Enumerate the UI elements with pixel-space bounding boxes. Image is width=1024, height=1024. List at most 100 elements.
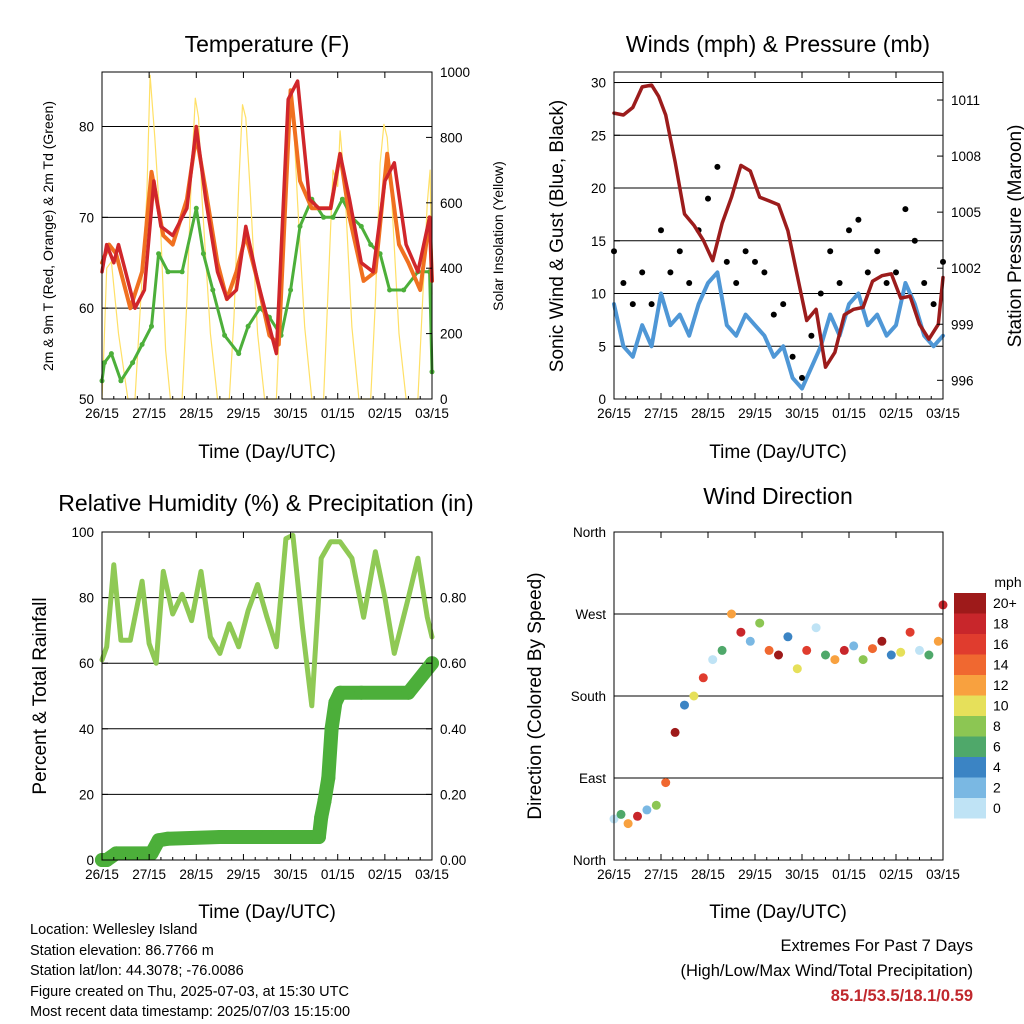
dewpoint-point [358,223,364,229]
right-tick-label: 200 [440,327,463,342]
x-tick-label: 27/15 [644,406,678,421]
colorbar-swatch [954,777,986,798]
colorbar-swatch [954,654,986,675]
gust-point [780,301,787,308]
direction-point [924,650,934,660]
precip-point [109,846,124,861]
direction-point [708,655,718,665]
dewpoint-point [130,360,136,366]
dewpoint-point [193,205,199,211]
dewpoint-point [149,323,154,329]
temperature-series [99,74,435,400]
gust-point [827,248,834,255]
x-tick-label: 03/15 [415,867,449,882]
direction-gridlines [614,613,943,779]
gust-point [620,280,627,286]
gust-point [911,237,918,244]
colorbar-unit: mph [994,574,1021,590]
y-tick-label: 70 [79,210,94,225]
gust-point [658,227,664,234]
y-tick-label: 60 [79,301,94,316]
precip-point [144,846,159,861]
dewpoint-point [387,287,393,293]
direction-point [915,645,924,655]
x-tick-label: 03/15 [415,406,449,421]
x-tick-label: 26/15 [597,406,631,421]
dewpoint-point [236,351,242,357]
precip-point [401,685,416,700]
humidity-y-label: Percent & Total Rainfall [30,597,51,794]
y-tick-label: North [573,525,606,540]
gust-point [686,280,693,286]
dewpoint-point [139,342,145,347]
colorbar-label: 12 [993,677,1009,693]
dewpoint-point [401,287,407,293]
precip-point [161,831,175,846]
direction-point [821,650,830,660]
direction-point [933,636,943,646]
colorbar-label: 20+ [993,595,1017,611]
direction-point [802,645,812,655]
y-tick-label: 5 [598,339,606,354]
humidity-x-label: Time (Day/UTC) [198,902,336,923]
x-tick-label: 29/15 [738,867,772,882]
direction-x-label: Time (Day/UTC) [709,902,847,923]
x-tick-label: 28/15 [691,406,725,421]
x-tick-label: 28/15 [179,406,213,421]
x-tick-label: 29/15 [738,406,772,421]
gust-point [864,269,871,276]
right-tick-label: 1005 [951,205,981,220]
colorbar-swatch [954,736,986,757]
pressure-line [612,83,945,369]
gust-point [705,195,711,202]
dewpoint-point [101,360,107,366]
direction-title: Wind Direction [703,483,853,509]
colorbar-swatch [954,757,986,778]
y-tick-label: 50 [79,392,94,407]
colorbar-label: 6 [993,739,1001,755]
direction-point [727,609,736,619]
wind-direction-panel: Wind Direction NorthEastSouthWestNorth26… [525,483,1022,923]
humidity-series [95,532,439,867]
direction-point [774,650,783,660]
x-tick-label: 28/15 [179,867,213,882]
direction-y-label: Direction (Colored By Speed) [525,572,546,819]
dewpoint-point [288,287,294,293]
dewpoint-point [339,196,345,202]
right-tick-label: 996 [951,373,974,388]
dewpoint-point [118,378,124,384]
colorbar-swatch [954,798,986,819]
extremes-box: Extremes For Past 7 Days (High/Low/Max W… [680,934,973,1009]
y-tick-label: North [573,853,606,868]
y-tick-label: 30 [591,76,606,91]
temperature-title: Temperature (F) [185,31,350,57]
x-tick-label: 02/15 [368,406,402,421]
temperature-panel: Temperature (F) 506070800200400600800100… [40,31,506,463]
recent-timestamp: Most recent data timestamp: 2025/07/03 1… [30,1004,351,1020]
direction-point [905,627,915,637]
x-tick-label: 03/15 [926,867,960,882]
y-tick-label: 0 [86,853,94,868]
x-tick-label: 27/15 [132,406,166,421]
extremes-subtitle: (High/Low/Max Wind/Total Precipitation) [680,962,973,980]
winds-title: Winds (mph) & Pressure (mb) [626,31,930,57]
y-tick-label: 20 [79,787,94,802]
direction-point [764,645,774,655]
gust-point [883,280,890,286]
gust-point [808,332,815,339]
dewpoint-point [245,323,251,329]
x-tick-label: 27/15 [644,867,678,882]
x-tick-label: 30/15 [785,867,819,882]
colorbar-swatch [954,716,986,737]
colorbar-label: 4 [993,759,1001,775]
right-tick-label: 1008 [951,149,981,164]
direction-point [623,819,633,829]
precip-point [333,685,348,700]
direction-point [717,645,727,655]
x-tick-label: 29/15 [227,867,261,882]
station-location: Location: Wellesley Island [30,922,198,938]
dewpoint-point [321,214,327,220]
precip-point [354,685,369,700]
